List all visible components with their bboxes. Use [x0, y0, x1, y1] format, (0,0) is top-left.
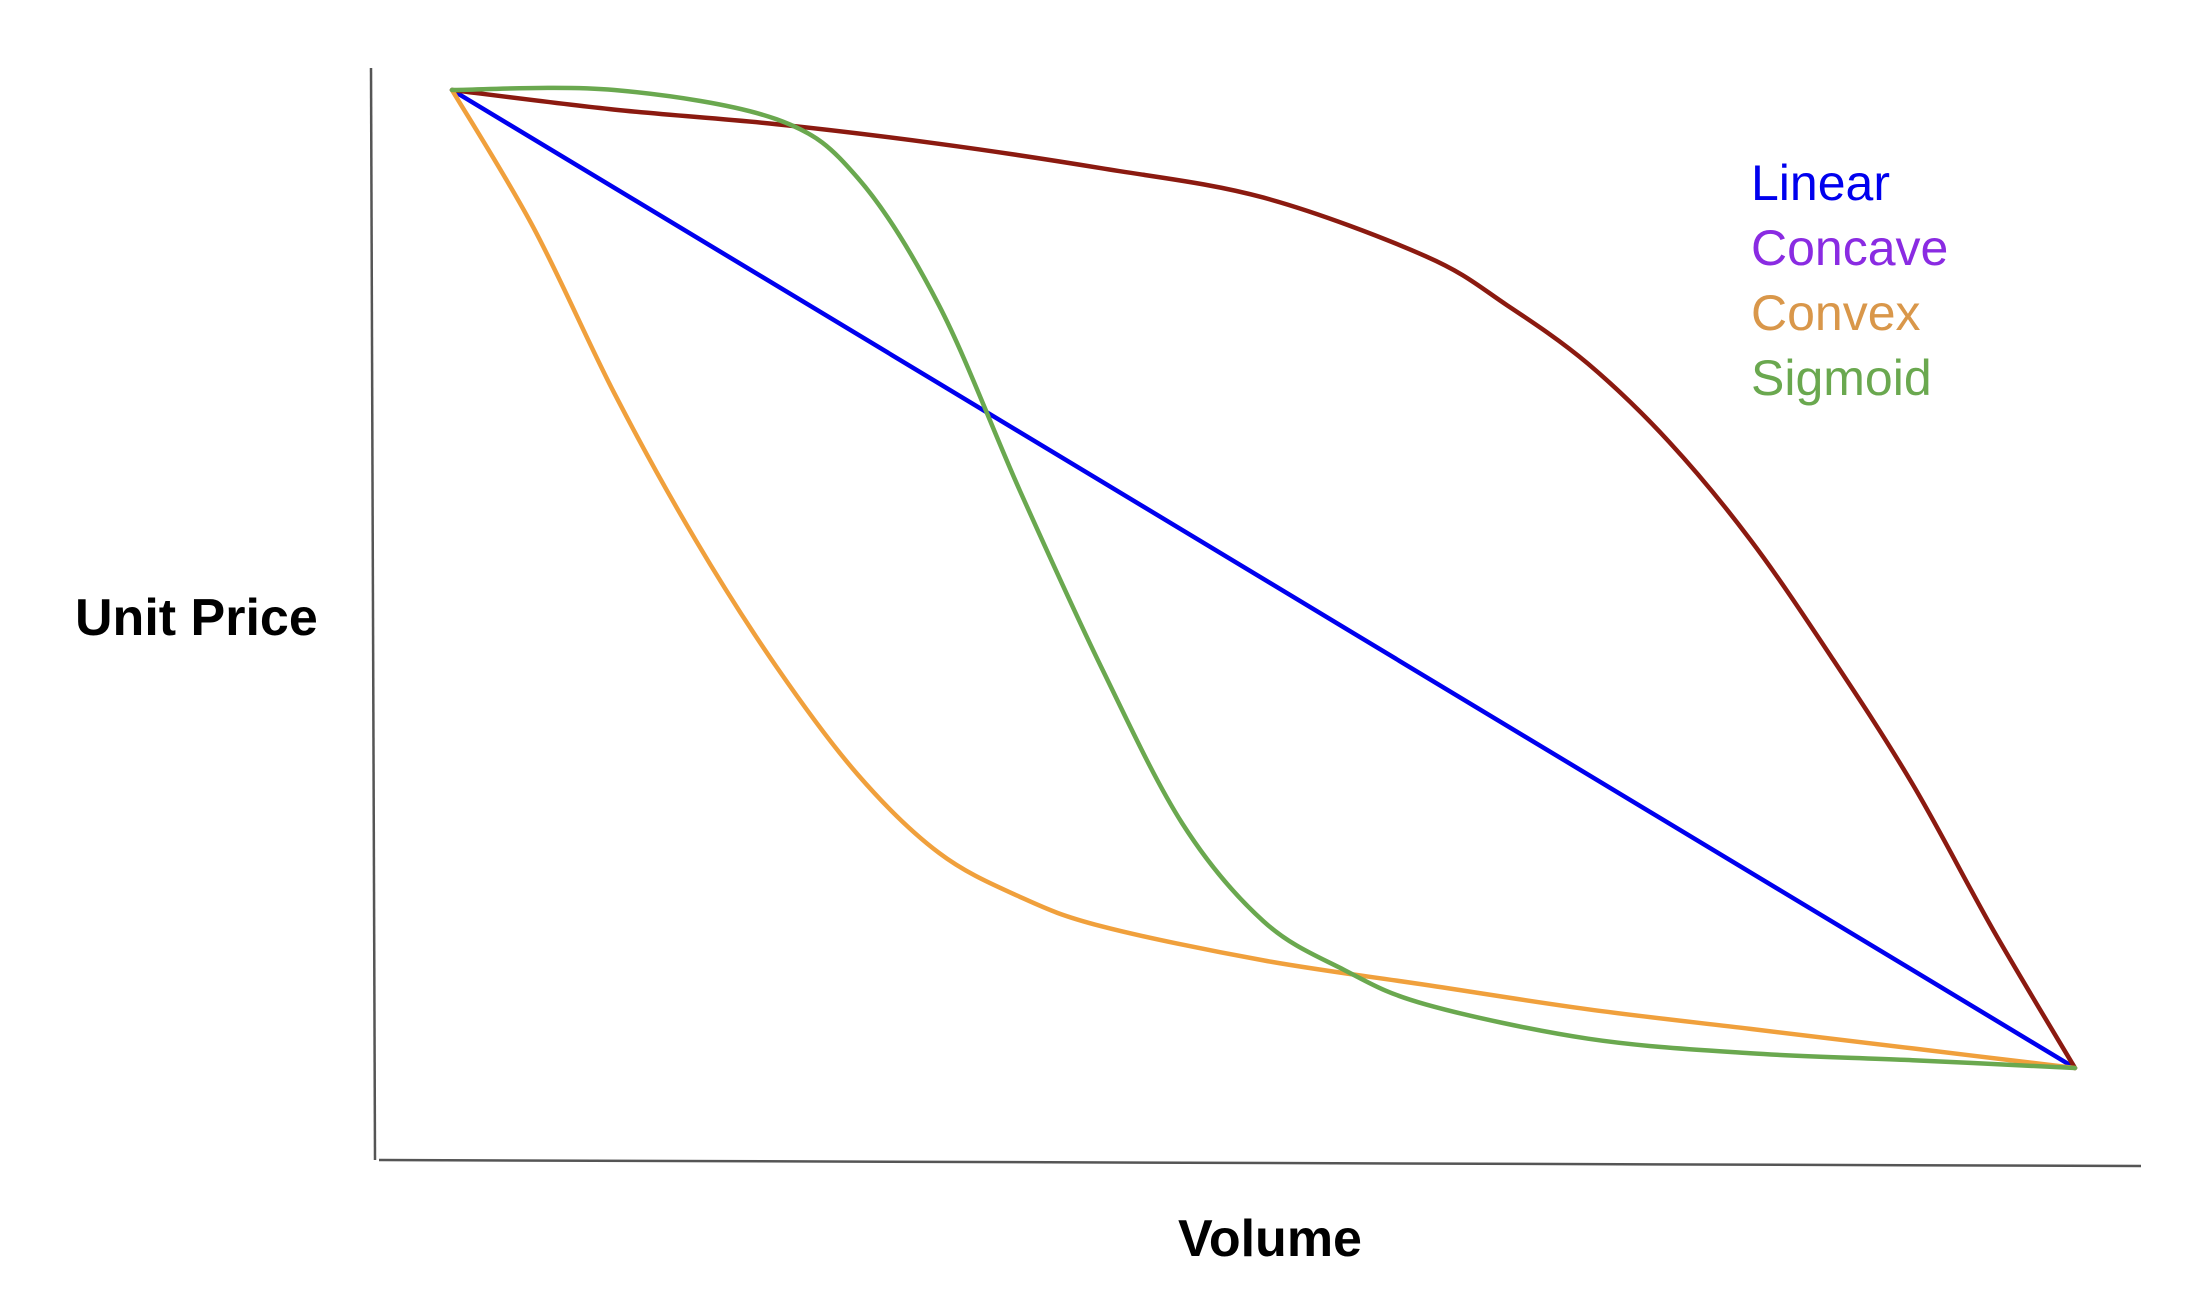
series-line-concave — [449, 87, 2078, 1071]
y-axis-line — [369, 67, 377, 1161]
legend: Linear Concave Convex Sigmoid — [1751, 155, 1948, 406]
series-line-linear — [449, 87, 2078, 1071]
legend-entry-sigmoid: Sigmoid — [1751, 350, 1932, 406]
y-axis-label: Unit Price — [75, 589, 318, 647]
x-axis-line — [378, 1158, 2142, 1168]
legend-entry-concave: Concave — [1751, 220, 1948, 276]
legend-entry-linear: Linear — [1751, 155, 1890, 211]
x-axis-label: Volume — [1178, 1210, 1362, 1268]
series-line-sigmoid — [449, 85, 2078, 1071]
series-line-convex — [449, 87, 2078, 1071]
series-layer — [449, 85, 2078, 1071]
legend-entry-convex: Convex — [1751, 285, 1921, 341]
axes — [369, 67, 2142, 1168]
